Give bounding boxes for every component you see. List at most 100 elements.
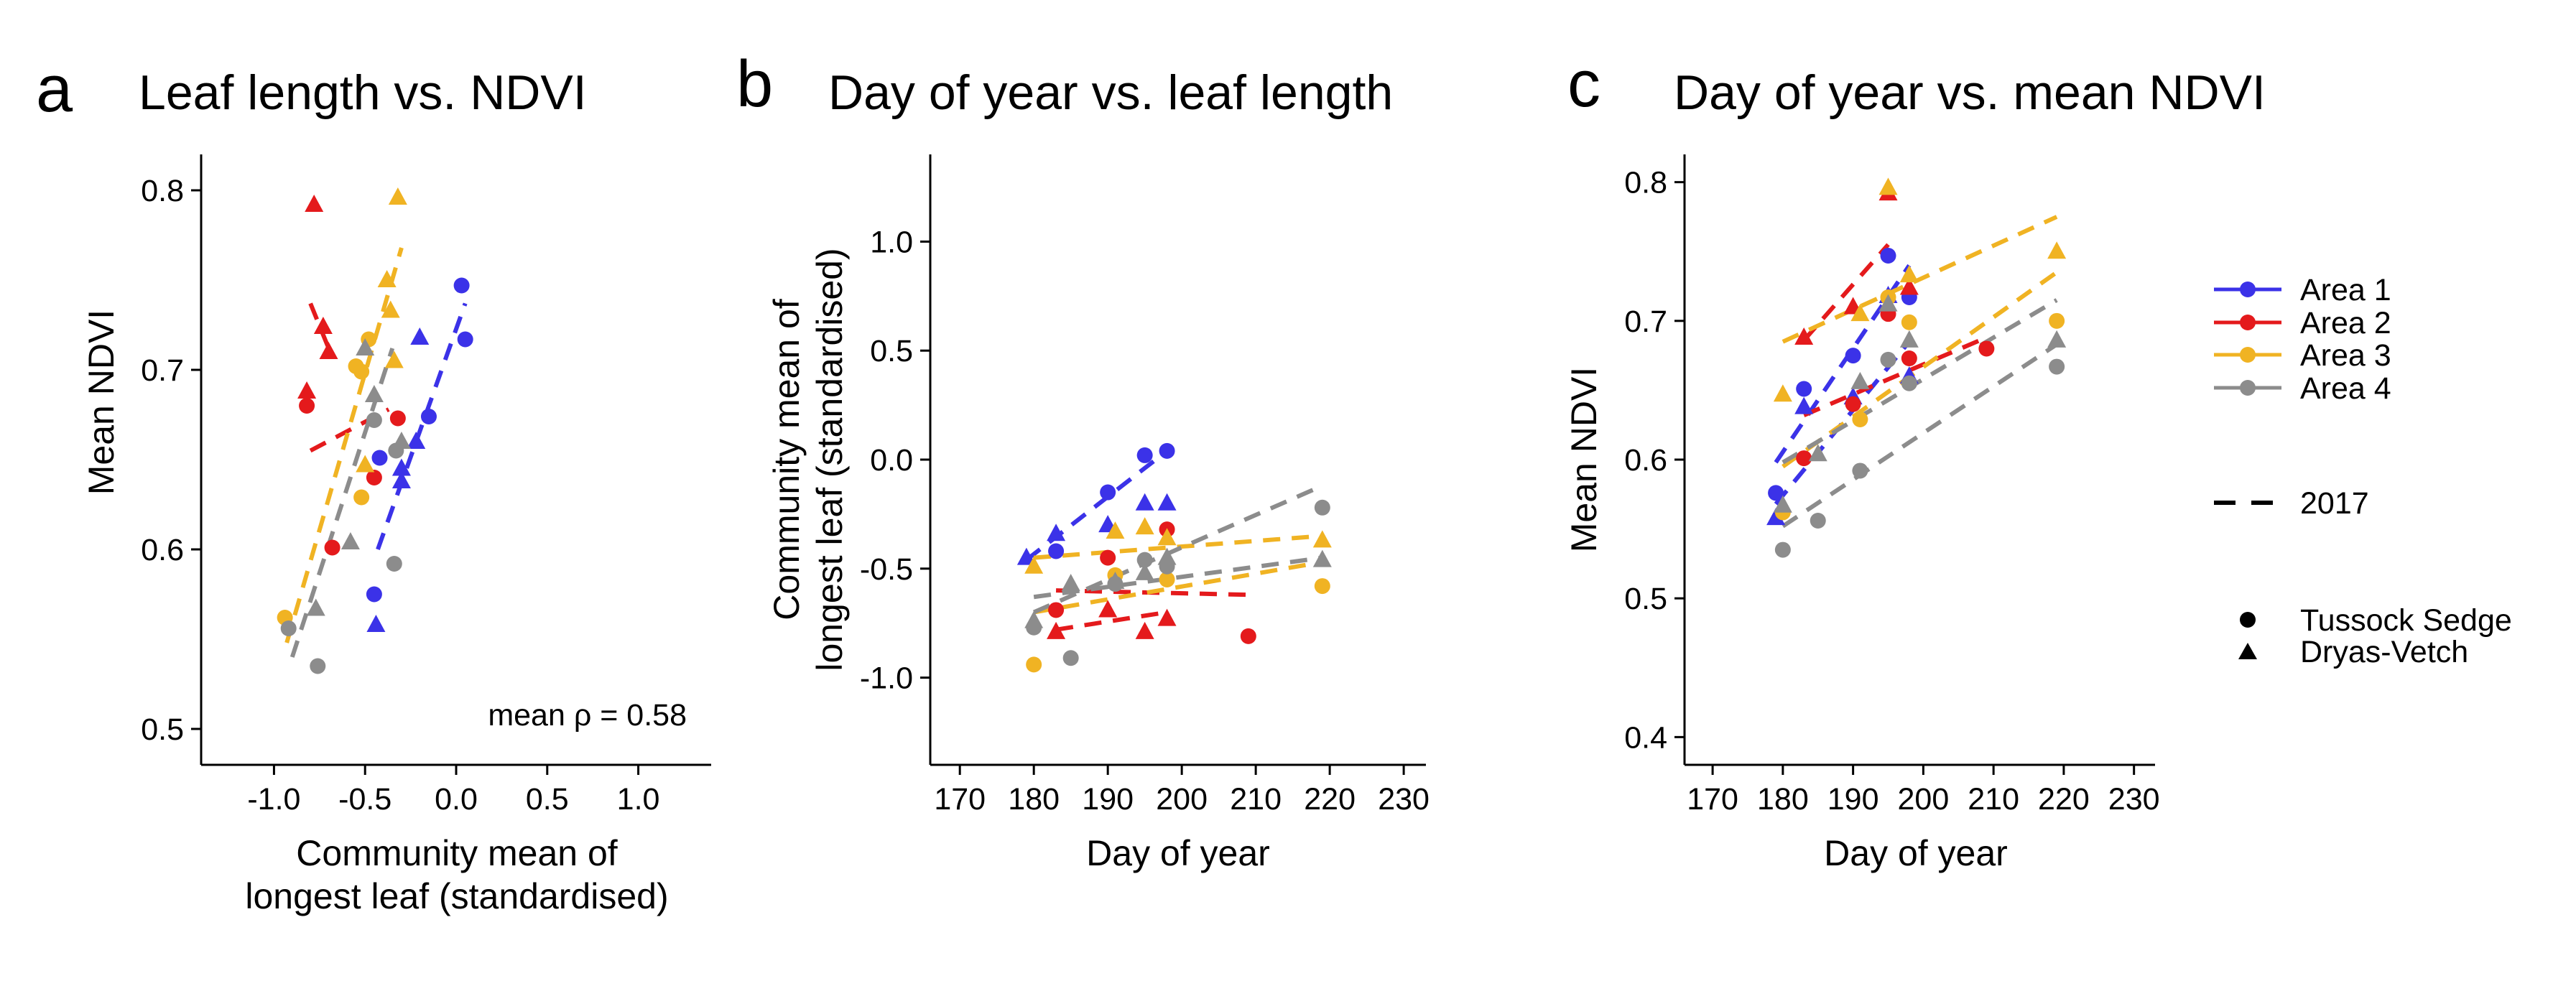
x-tick-label: 200 — [1898, 782, 1950, 817]
data-point-triangle — [1061, 574, 1080, 592]
data-point-triangle — [356, 455, 375, 473]
data-point-triangle — [1024, 610, 1044, 628]
data-point-triangle — [392, 432, 411, 449]
legend-shape-tussock: Tussock Sedge — [2240, 603, 2512, 638]
panel-c-title: Day of year vs. mean NDVI — [1674, 65, 2266, 120]
data-point-triangle — [392, 471, 411, 488]
data-point-circle — [386, 556, 402, 572]
trend-line — [1033, 559, 1323, 615]
data-point-circle — [1901, 350, 1917, 366]
panel-a-ylabel: Mean NDVI — [81, 310, 121, 495]
data-point-circle — [1048, 602, 1065, 618]
trend-line — [376, 302, 468, 551]
data-point-triangle — [1773, 495, 1792, 513]
data-point-circle — [366, 470, 382, 485]
trend-line — [1782, 298, 2058, 465]
legend-area-4: Area 4 — [2214, 371, 2391, 406]
data-point-triangle — [1808, 444, 1827, 462]
panel-c-plot: 0.4 0.5 0.6 0.7 0.8 170 180 190 200 210 220 230 — [1624, 154, 2160, 817]
trend-line — [1025, 449, 1169, 562]
panel-b-ylabel: Community mean of longest leaf (standard… — [766, 248, 850, 671]
legend-area-1-marker — [2240, 282, 2256, 297]
data-point-circle — [1845, 396, 1861, 412]
trend-line — [1782, 215, 2058, 344]
data-point-triangle — [407, 432, 426, 449]
data-point-circle — [1901, 375, 1917, 391]
x-tick-label: 220 — [2038, 782, 2090, 817]
data-point-triangle — [1106, 521, 1125, 539]
legend-area-3-marker — [2240, 347, 2256, 363]
data-point-circle — [366, 586, 382, 603]
data-point-circle — [1768, 485, 1784, 501]
data-point-circle — [1240, 628, 1256, 644]
data-point-circle — [1901, 314, 1917, 330]
trend-line — [1774, 264, 1912, 464]
data-point-circle — [2049, 312, 2065, 329]
legend-area-2: Area 2 — [2214, 306, 2391, 340]
x-tick-label: 220 — [1304, 782, 1356, 817]
data-point-triangle — [1850, 371, 1870, 389]
data-point-triangle — [306, 598, 325, 616]
data-point-circle — [1136, 552, 1153, 568]
x-tick-label: 210 — [1968, 782, 2019, 817]
legend-area-2-marker — [2240, 315, 2256, 330]
data-point-triangle — [1047, 524, 1066, 541]
x-tick-label: 170 — [1687, 782, 1738, 817]
data-point-circle — [353, 489, 370, 506]
data-point-triangle — [319, 342, 338, 359]
legend-area-2-label: Area 2 — [2300, 306, 2391, 340]
panel-a-annotation: mean ρ = 0.58 — [488, 698, 687, 733]
legend-triangle-marker — [2238, 643, 2257, 659]
y-tick-label: 0.5 — [141, 712, 184, 747]
panel-b-plot: -1.0 -0.5 0.0 0.5 1.0 170 180 190 200 210 220 230 — [860, 154, 1430, 817]
y-tick-label: 0.7 — [1624, 304, 1667, 339]
panel-letter-a: a — [36, 52, 73, 126]
y-tick-label: 0.8 — [141, 174, 184, 208]
data-point-circle — [310, 658, 326, 674]
trend-line — [308, 302, 331, 350]
data-point-circle — [299, 398, 315, 414]
trend-line — [1033, 555, 1323, 600]
x-tick-label: 190 — [1827, 782, 1879, 817]
data-point-triangle — [1773, 384, 1792, 402]
data-point-triangle — [384, 350, 404, 368]
panel-c-xlabel: Day of year — [1824, 833, 2008, 873]
legend-shape-dryas-label: Dryas-Vetch — [2300, 635, 2468, 669]
data-point-circle — [1978, 340, 1995, 357]
data-point-circle — [1314, 499, 1330, 516]
trend-line — [1802, 243, 1890, 342]
y-tick-label: 0.6 — [1624, 443, 1667, 478]
y-tick-label: 0.0 — [870, 443, 913, 478]
data-point-circle — [1100, 484, 1116, 501]
data-point-circle — [1136, 447, 1153, 463]
legend-area-4-label: Area 4 — [2300, 371, 2391, 406]
trend-line — [1032, 483, 1324, 615]
x-tick-label: -1.0 — [247, 782, 300, 817]
data-point-triangle — [1135, 517, 1154, 535]
panel-c-ylabel-line: Mean NDVI — [1564, 367, 1604, 552]
panel-a: a Leaf length vs. NDVI Mean NDVI Communi… — [36, 52, 711, 916]
panel-a-title: Leaf length vs. NDVI — [139, 65, 587, 120]
y-tick-label: -1.0 — [860, 661, 913, 696]
trend-line — [284, 247, 404, 643]
data-point-triangle — [1098, 600, 1118, 618]
data-point-triangle — [366, 615, 386, 632]
panel-letter-b: b — [736, 47, 773, 121]
data-point-triangle — [1878, 177, 1898, 195]
legend-area-3: Area 3 — [2214, 338, 2391, 373]
data-point-circle — [457, 331, 473, 348]
x-tick-label: 170 — [934, 782, 986, 817]
data-point-triangle — [1135, 621, 1154, 639]
trend-line — [1803, 335, 1988, 417]
data-point-circle — [389, 410, 406, 427]
data-point-triangle — [340, 532, 360, 549]
data-point-circle — [1062, 650, 1079, 666]
data-point-triangle — [1157, 528, 1177, 546]
data-point-circle — [366, 412, 382, 428]
data-point-triangle — [2047, 330, 2067, 348]
panel-letter-c: c — [1567, 47, 1600, 121]
data-point-triangle — [1899, 330, 1919, 348]
x-tick-label: 0.5 — [526, 782, 569, 817]
panel-a-xlabel-line2: longest leaf (standardised) — [245, 876, 668, 916]
x-tick-label: 180 — [1008, 782, 1060, 817]
